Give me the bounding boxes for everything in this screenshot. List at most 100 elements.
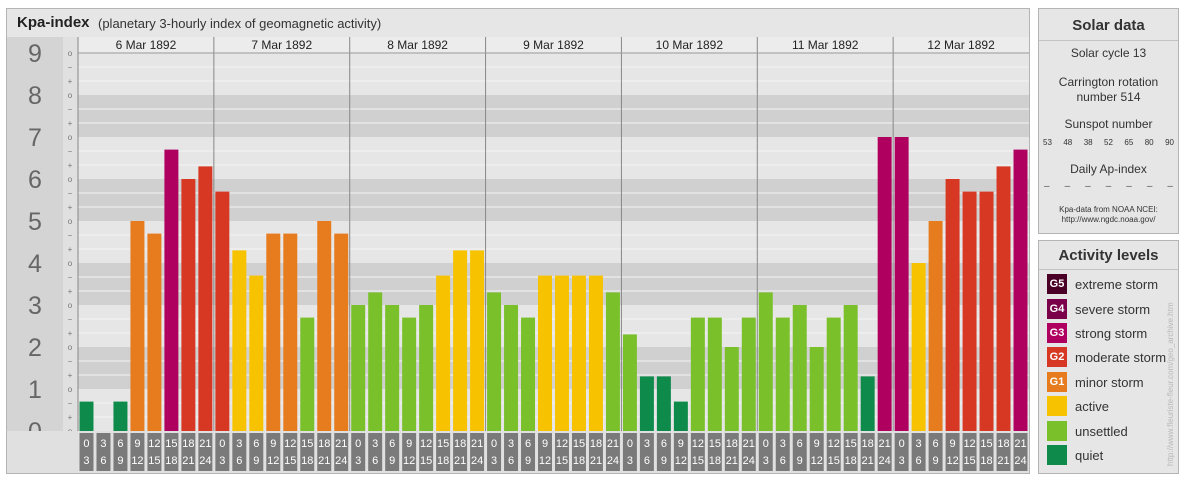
carrington-rotation-line2: number 514 bbox=[1076, 90, 1141, 104]
kp-bar bbox=[945, 179, 960, 431]
kp-bar bbox=[470, 250, 485, 431]
interval-cell bbox=[249, 433, 264, 471]
interval-label-start: 15 bbox=[709, 438, 721, 450]
y-minor-tick: + bbox=[68, 203, 73, 212]
kp-bar bbox=[385, 305, 400, 431]
interval-cell bbox=[673, 433, 688, 471]
interval-cell bbox=[215, 433, 230, 471]
chart-subtitle: (planetary 3-hourly index of geomagnetic… bbox=[98, 16, 382, 31]
kp-bar bbox=[164, 149, 179, 431]
kp-bar bbox=[775, 317, 790, 431]
kp-bar bbox=[283, 233, 298, 431]
interval-label-start: 18 bbox=[726, 438, 738, 450]
interval-label-end: 9 bbox=[661, 455, 667, 467]
interval-label-end: 12 bbox=[675, 455, 687, 467]
kp-bar bbox=[622, 334, 637, 431]
interval-label-end: 21 bbox=[318, 455, 330, 467]
interval-cell bbox=[588, 433, 603, 471]
legend-item-moderate-storm: G2 moderate storm bbox=[1047, 347, 1166, 367]
legend-label: extreme storm bbox=[1075, 276, 1159, 292]
interval-cell bbox=[147, 433, 162, 471]
interval-label-end: 9 bbox=[253, 455, 259, 467]
kp-bar bbox=[487, 292, 502, 431]
interval-label-start: 3 bbox=[236, 438, 242, 450]
legend-item-active: active bbox=[1047, 396, 1109, 416]
interval-cell bbox=[792, 433, 807, 471]
kp-bar bbox=[826, 317, 841, 431]
legend-swatch bbox=[1047, 421, 1067, 441]
interval-label-end: 12 bbox=[539, 455, 551, 467]
kp-bar bbox=[419, 305, 434, 431]
y-tick-label: 1 bbox=[28, 376, 42, 404]
interval-label-start: 0 bbox=[219, 438, 225, 450]
interval-cell bbox=[521, 433, 536, 471]
kp-bar bbox=[877, 137, 892, 431]
day-label: 8 Mar 1892 bbox=[387, 38, 448, 52]
interval-label-start: 15 bbox=[573, 438, 585, 450]
interval-cell bbox=[1013, 433, 1028, 471]
interval-label-start: 15 bbox=[165, 438, 177, 450]
day-label: 10 Mar 1892 bbox=[656, 38, 724, 52]
solar-cycle: Solar cycle 13 bbox=[1070, 46, 1147, 60]
interval-cell bbox=[860, 433, 875, 471]
day-label: 6 Mar 1892 bbox=[116, 38, 177, 52]
kp-bar bbox=[351, 305, 366, 431]
interval-label-start: 3 bbox=[644, 438, 650, 450]
interval-label-end: 9 bbox=[797, 455, 803, 467]
interval-cell bbox=[300, 433, 315, 471]
interval-label-start: 12 bbox=[284, 438, 296, 450]
interval-label-start: 15 bbox=[845, 438, 857, 450]
day-header-strip bbox=[78, 37, 1029, 53]
legend-item-extreme-storm: G5 extreme storm bbox=[1047, 274, 1158, 294]
interval-cell bbox=[96, 433, 111, 471]
interval-label-end: 3 bbox=[763, 455, 769, 467]
sunspot-value: 90 bbox=[1165, 138, 1174, 147]
interval-label-start: 21 bbox=[1014, 438, 1026, 450]
interval-label-end: 24 bbox=[471, 455, 483, 467]
day-label: 12 Mar 1892 bbox=[927, 38, 995, 52]
y-minor-tick: o bbox=[68, 385, 73, 394]
sunspot-value: 80 bbox=[1144, 138, 1154, 147]
y-tick-label: 4 bbox=[28, 250, 42, 278]
interval-cell bbox=[758, 433, 773, 471]
interval-label-end: 6 bbox=[372, 455, 378, 467]
interval-cell bbox=[843, 433, 858, 471]
interval-cell bbox=[945, 433, 960, 471]
interval-label-start: 0 bbox=[627, 438, 633, 450]
kp-bar bbox=[215, 191, 230, 431]
carrington-rotation-line1: Carrington rotation bbox=[1058, 75, 1159, 89]
interval-label-start: 21 bbox=[335, 438, 347, 450]
kp-bar bbox=[707, 317, 722, 431]
legend-label: strong storm bbox=[1075, 325, 1148, 341]
data-source-line2[interactable]: http://www.ngdc.noaa.gov/ bbox=[1061, 215, 1156, 224]
interval-cell bbox=[368, 433, 383, 471]
interval-cell bbox=[453, 433, 468, 471]
interval-label-start: 21 bbox=[879, 438, 891, 450]
interval-label-end: 6 bbox=[508, 455, 514, 467]
interval-cell bbox=[385, 433, 400, 471]
interval-label-start: 9 bbox=[678, 438, 684, 450]
interval-label-end: 21 bbox=[862, 455, 874, 467]
y-tick-label: 8 bbox=[28, 82, 42, 110]
kp-bar bbox=[504, 305, 519, 431]
interval-label-end: 12 bbox=[403, 455, 415, 467]
kp-band bbox=[7, 95, 1029, 137]
interval-label-end: 12 bbox=[946, 455, 958, 467]
interval-label-start: 9 bbox=[950, 438, 956, 450]
y-minor-tick: + bbox=[68, 161, 73, 170]
interval-label-end: 12 bbox=[131, 455, 143, 467]
y-minor-tick: o bbox=[68, 217, 73, 226]
kp-bar bbox=[588, 275, 603, 431]
interval-cell bbox=[724, 433, 739, 471]
interval-cell bbox=[571, 433, 586, 471]
kp-bar bbox=[843, 305, 858, 431]
y-minor-tick: o bbox=[68, 343, 73, 352]
day-label: 9 Mar 1892 bbox=[523, 38, 584, 52]
interval-cell bbox=[317, 433, 332, 471]
y-minor-tick: o bbox=[68, 49, 73, 58]
y-minor-tick: o bbox=[68, 301, 73, 310]
chart-title-bar: Kpa-index (planetary 3-hourly index of g… bbox=[7, 9, 1029, 37]
interval-label-start: 3 bbox=[372, 438, 378, 450]
kp-bar bbox=[368, 292, 383, 431]
interval-label-end: 15 bbox=[556, 455, 568, 467]
